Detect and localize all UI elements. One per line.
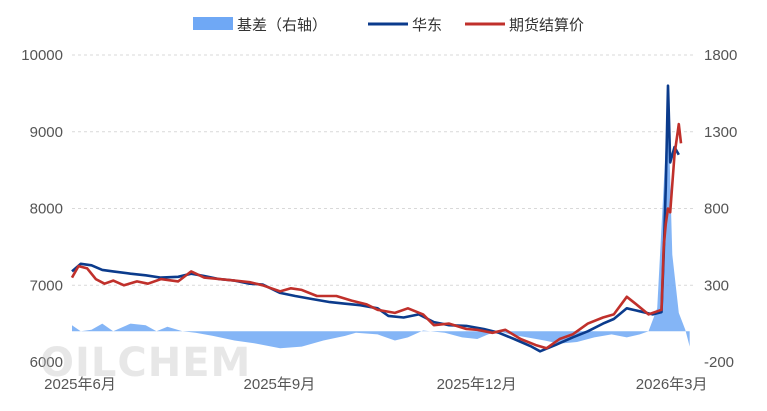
x-tick-label: 2025年6月 (44, 376, 116, 393)
huadong-line (71, 84, 680, 353)
y-left-tick-label: 6000 (30, 354, 63, 371)
y-right-tick-label: 300 (704, 277, 729, 294)
y-right-tick-label: 1300 (704, 124, 737, 141)
y-right-tick-label: 800 (704, 201, 729, 218)
grid (72, 54, 694, 286)
x-tick-label: 2025年12月 (437, 376, 517, 393)
legend-label: 华东 (412, 17, 442, 34)
legend-label: 期货结算价 (509, 16, 584, 34)
y-left-tick-label: 10000 (21, 47, 63, 64)
x-tick-label: 2025年9月 (244, 376, 316, 393)
legend: 基差（右轴） 华东 期货结算价 (193, 16, 584, 34)
y-left-tick-label: 8000 (30, 201, 63, 218)
legend-label: 基差（右轴） (237, 17, 327, 34)
y-left-tick-label: 7000 (30, 277, 63, 294)
y-right-tick-label: 1800 (704, 47, 737, 64)
legend-swatch-basis (193, 17, 233, 30)
x-tick-label: 2026年3月 (636, 376, 708, 393)
y-right-tick-label: -200 (704, 354, 734, 371)
watermark: OILCHEM (40, 340, 251, 386)
y-left-tick-label: 9000 (30, 124, 63, 141)
line-layer (70, 84, 683, 353)
axes: 6000 7000 8000 9000 10000 -200 300 800 1300 1800 2… (21, 47, 737, 393)
futures-line (70, 122, 683, 350)
